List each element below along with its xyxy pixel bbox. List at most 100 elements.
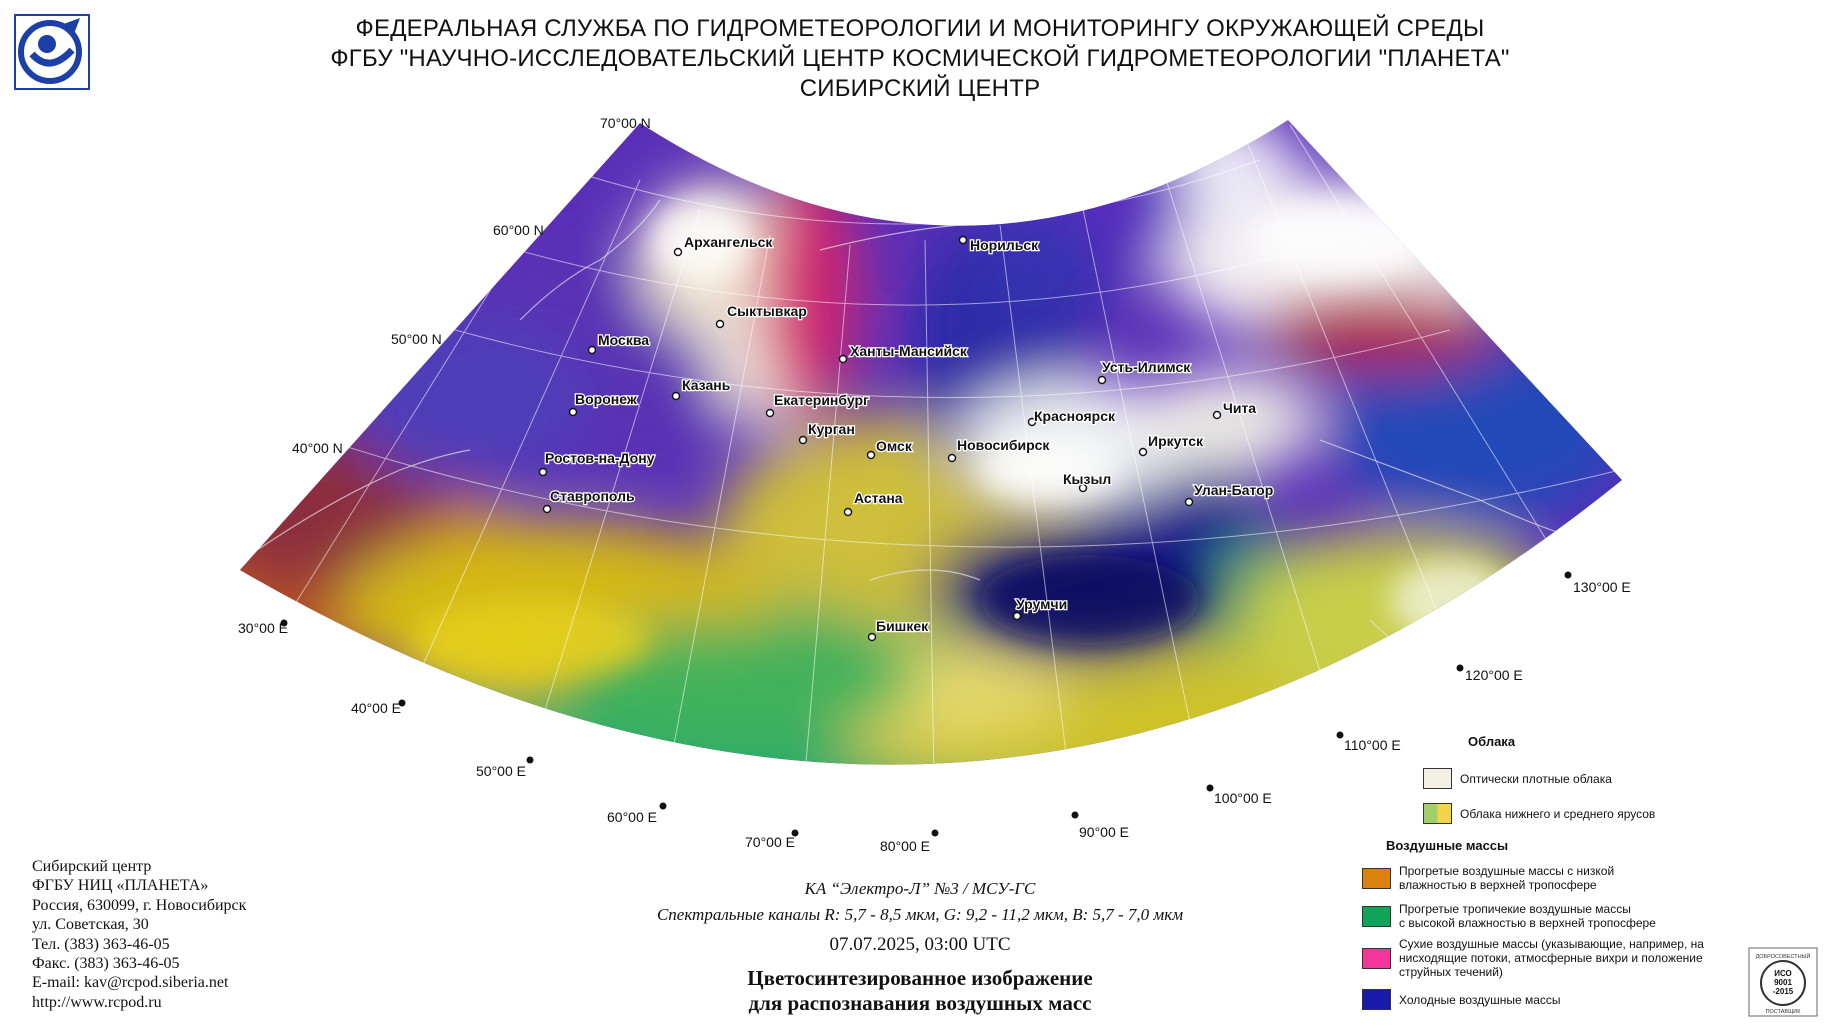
lon-label-60: 60°00 E	[607, 809, 657, 825]
city-norilsk: Норильск	[958, 236, 1040, 254]
lon-label-80: 80°00 E	[880, 838, 930, 854]
city-krasnoyarsk: Красноярск	[1027, 407, 1117, 427]
lon-label-130: 130°00 E	[1573, 579, 1631, 595]
legend-swatch-warm-wet	[1362, 905, 1391, 927]
info-line-5: Тел. (383) 363-46-05	[32, 935, 170, 953]
legend-clouds-title: Облака	[1468, 734, 1516, 749]
svg-text:Курган: Курган	[808, 421, 855, 437]
city-kazan: Казань	[671, 376, 732, 401]
info-line-4: ул. Советская, 30	[32, 916, 149, 934]
longitude-markers	[280, 571, 1572, 837]
svg-text:Москва: Москва	[598, 332, 649, 348]
svg-text:Омск: Омск	[876, 438, 913, 454]
info-line-2: ФГБУ НИЦ «ПЛАНЕТА»	[32, 877, 209, 895]
svg-text:Архангельск: Архангельск	[684, 234, 773, 250]
header: ФЕДЕРАЛЬНАЯ СЛУЖБА ПО ГИДРОМЕТЕОРОЛОГИИ …	[0, 14, 1840, 104]
svg-text:Ставрополь: Ставрополь	[550, 488, 635, 504]
city-ekaterinburg: Екатеринбург	[765, 391, 870, 418]
lat-label-60: 60°00 N	[493, 222, 544, 238]
info-email[interactable]: E-mail: kav@rcpod.siberia.net	[32, 974, 229, 992]
lon-label-70: 70°00 E	[745, 834, 795, 850]
city-ulan-bator: Улан-Батор	[1184, 481, 1275, 507]
svg-text:Воронеж: Воронеж	[575, 391, 638, 407]
legend-item-cold: Холодные воздушные массы	[1362, 989, 1561, 1010]
city-bishkek: Бишкек	[867, 617, 930, 642]
city-kyzyl: Кызыл	[1062, 470, 1113, 493]
svg-text:-2015: -2015	[1773, 987, 1794, 996]
svg-text:Екатеринбург: Екатеринбург	[774, 392, 869, 408]
lon-label-110: 110°00 E	[1344, 737, 1401, 753]
city-chita: Чита	[1212, 399, 1258, 420]
legend-item-low-clouds: Облака нижнего и среднего ярусов	[1423, 803, 1655, 824]
city-arkhangelsk: Архангельск	[673, 233, 775, 257]
lon-label-40: 40°00 E	[351, 700, 401, 716]
lon-label-100: 100°00 E	[1214, 790, 1272, 806]
svg-text:ИСО: ИСО	[1774, 969, 1792, 978]
svg-text:Чита: Чита	[1223, 400, 1256, 416]
svg-text:Астана: Астана	[854, 490, 903, 506]
caption: КА “Электро-Л” №3 / МСУ-ГС Спектральные …	[520, 876, 1320, 1016]
city-ust-ilimsk: Усть-Илимск	[1097, 358, 1193, 385]
caption-datetime: 07.07.2025, 03:00 UTC	[829, 934, 1011, 955]
legend-air-title: Воздушные массы	[1386, 838, 1509, 853]
city-rostov-na-donu: Ростов-на-Дону	[538, 449, 656, 477]
svg-text:Норильск: Норильск	[970, 237, 1039, 253]
city-kurgan: Курган	[798, 420, 856, 445]
lon-label-30: 30°00 E	[238, 620, 288, 636]
legend-swatch-cold	[1362, 989, 1391, 1010]
svg-text:Ростов-на-Дону: Ростов-на-Дону	[545, 450, 655, 466]
caption-channels: Спектральные каналы R: 5,7 - 8,5 мкм, G:…	[656, 905, 1184, 924]
svg-text:Новосибирск: Новосибирск	[957, 437, 1050, 453]
city-irkutsk: Иркутск	[1138, 432, 1205, 457]
city-urumqi: Урумчи	[1012, 595, 1069, 621]
legend-swatch-low	[1423, 803, 1452, 824]
svg-text:Кызыл: Кызыл	[1063, 471, 1111, 487]
info-line-1: Сибирский центр	[32, 858, 152, 875]
header-line-1: ФЕДЕРАЛЬНАЯ СЛУЖБА ПО ГИДРОМЕТЕОРОЛОГИИ …	[355, 15, 1485, 42]
lon-label-50: 50°00 E	[476, 763, 526, 779]
svg-text:ПОСТАВЩИК: ПОСТАВЩИК	[1766, 1009, 1802, 1015]
contact-info: Сибирский центр ФГБУ НИЦ «ПЛАНЕТА» Росси…	[32, 857, 246, 1012]
svg-text:Ханты-Мансийск: Ханты-Мансийск	[850, 343, 968, 359]
svg-text:Казань: Казань	[682, 377, 731, 393]
svg-text:Урумчи: Урумчи	[1016, 596, 1067, 612]
city-khanty-mansiysk: Ханты-Мансийск	[838, 342, 969, 364]
caption-title-2: для распознавания воздушных масс	[748, 991, 1092, 1015]
svg-text:Усть-Илимск: Усть-Илимск	[1102, 359, 1191, 375]
lat-label-70: 70°00 N	[600, 115, 651, 131]
info-website[interactable]: http://www.rcpod.ru	[32, 993, 162, 1011]
legend-swatch-warm-dry	[1362, 867, 1391, 889]
legend-swatch-dense	[1423, 768, 1452, 789]
city-syktyvkar: Сыктывкар	[715, 302, 808, 329]
header-line-2: ФГБУ "НАУЧНО-ИССЛЕДОВАТЕЛЬСКИЙ ЦЕНТР КОС…	[330, 45, 1510, 72]
info-line-3: Россия, 630099, г. Новосибирск	[32, 896, 247, 914]
legend-item-warm-wet: Прогретые тропичекие воздушные массы с вы…	[1362, 902, 1656, 930]
caption-title-1: Цветосинтезированное изображение	[747, 966, 1093, 990]
info-line-6: Факс. (383) 363-46-05	[32, 955, 180, 973]
lon-label-90: 90°00 E	[1079, 824, 1129, 840]
lat-label-50: 50°00 N	[391, 331, 442, 347]
svg-text:ДОБРОСОВЕСТНЫЙ: ДОБРОСОВЕСТНЫЙ	[1756, 952, 1811, 960]
caption-satellite: КА “Электро-Л” №3 / МСУ-ГС	[804, 879, 1036, 898]
city-astana: Астана	[843, 489, 904, 517]
svg-text:9001: 9001	[1774, 978, 1792, 987]
legend-item-dense-clouds: Оптически плотные облака	[1423, 768, 1612, 789]
svg-text:Красноярск: Красноярск	[1034, 408, 1116, 424]
city-moscow: Москва	[587, 331, 650, 355]
header-line-3: СИБИРСКИЙ ЦЕНТР	[799, 75, 1041, 102]
svg-text:Бишкек: Бишкек	[876, 618, 929, 634]
svg-text:Иркутск: Иркутск	[1148, 433, 1204, 449]
svg-text:Улан-Батор: Улан-Батор	[1194, 482, 1273, 498]
iso-certificate-badge: ДОБРОСОВЕСТНЫЙ ИСО 9001 -2015 ПОСТАВЩИК	[1748, 947, 1818, 1017]
svg-text:Сыктывкар: Сыктывкар	[727, 303, 807, 319]
city-voronezh: Воронеж	[568, 390, 639, 417]
city-novosibirsk: Новосибирск	[947, 436, 1052, 463]
lon-label-120: 120°00 E	[1465, 667, 1523, 683]
legend-item-warm-dry: Прогретые воздушные массы с низкой влажно…	[1362, 864, 1614, 892]
legend-swatch-dry	[1362, 947, 1391, 969]
city-omsk: Омск	[866, 437, 914, 460]
planeta-logo-icon	[14, 14, 90, 90]
city-stavropol: Ставрополь	[542, 487, 636, 514]
legend-item-dry: Сухие воздушные массы (указывающие, напр…	[1362, 937, 1704, 979]
